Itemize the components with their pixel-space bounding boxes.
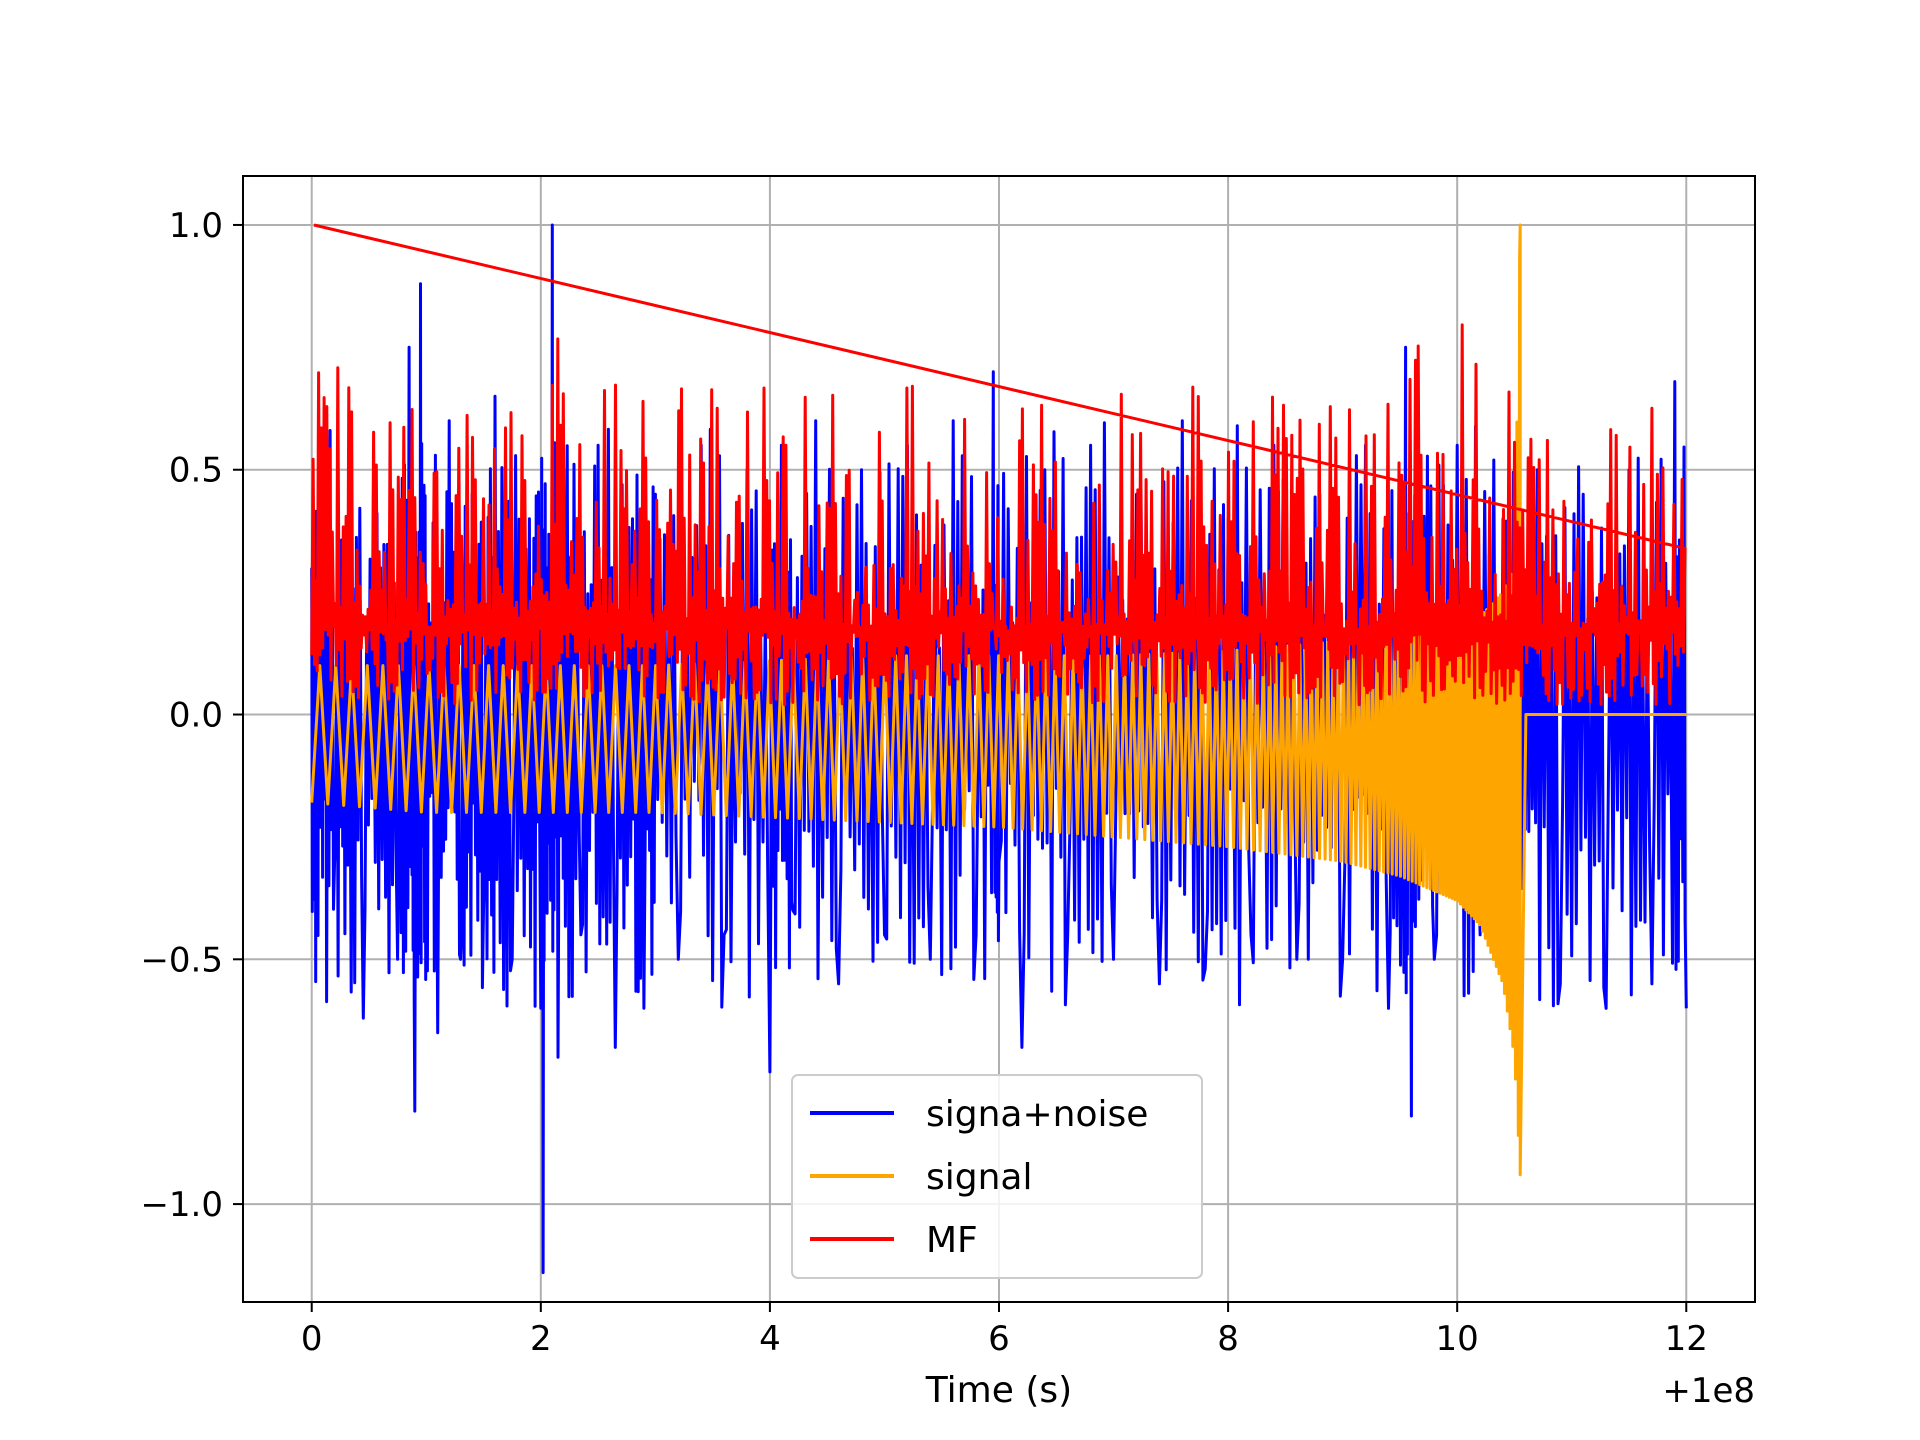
- legend-label-2: MF: [926, 1220, 978, 1261]
- y-tick-label-4: −1.0: [140, 1185, 223, 1225]
- y-tick-label-0: 1.0: [169, 206, 223, 246]
- x-tick-label-6: 12: [1665, 1319, 1708, 1359]
- legend-label-0: signa+noise: [926, 1094, 1148, 1135]
- series-signal-noise: [310, 223, 1688, 1275]
- x-axis: 0 2 4 6 8 10 12: [301, 1302, 1708, 1359]
- y-axis: 1.0 0.5 0.0 −0.5 −1.0: [140, 206, 243, 1225]
- x-axis-title: Time (s): [925, 1370, 1072, 1411]
- x-tick-label-1: 2: [530, 1319, 552, 1359]
- legend-label-1: signal: [926, 1157, 1033, 1198]
- plot-area: [310, 223, 1688, 1275]
- series-mf: [310, 223, 1687, 707]
- series-signal-line: [310, 223, 1687, 1177]
- x-tick-label-0: 0: [301, 1319, 323, 1359]
- x-tick-label-2: 4: [759, 1319, 781, 1359]
- series-signal: [310, 223, 1687, 1177]
- y-tick-label-1: 0.5: [169, 451, 223, 491]
- y-tick-label-2: 0.0: [169, 696, 223, 736]
- x-tick-label-5: 10: [1436, 1319, 1479, 1359]
- y-tick-label-3: −0.5: [140, 940, 223, 980]
- series-mf-line: [310, 223, 1687, 707]
- x-axis-offset-label: +1e8: [1662, 1371, 1755, 1411]
- x-tick-label-4: 8: [1217, 1319, 1239, 1359]
- x-tick-label-3: 6: [988, 1319, 1010, 1359]
- series-signal-noise-line: [310, 223, 1688, 1275]
- legend: signa+noise signal MF: [791, 1074, 1203, 1279]
- legend-box: [791, 1074, 1203, 1279]
